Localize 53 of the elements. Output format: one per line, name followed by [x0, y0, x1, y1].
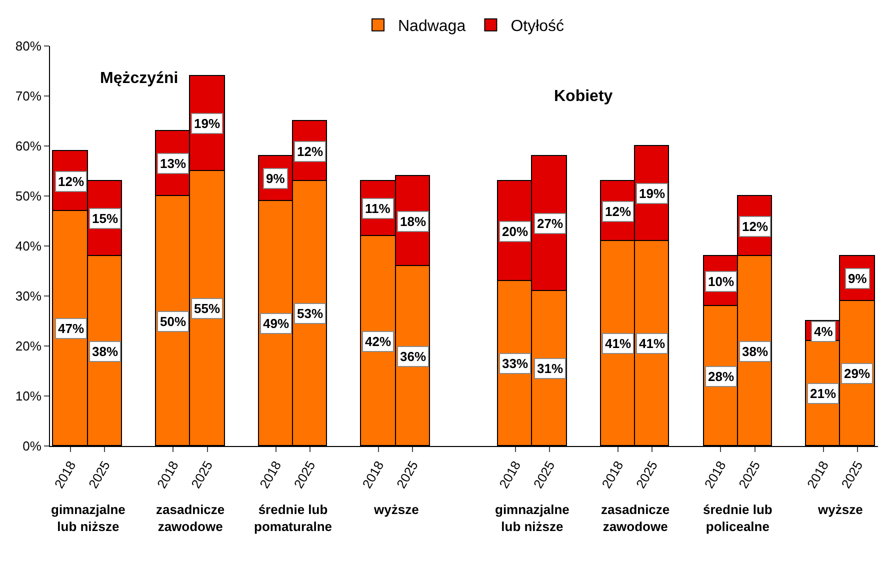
- data-label: 42%: [365, 334, 392, 349]
- y-tick-label: 80%: [15, 38, 42, 54]
- data-label: 11%: [365, 201, 391, 216]
- data-label: 41%: [605, 336, 632, 351]
- legend-label: Otyłość: [510, 18, 564, 36]
- y-tick-label: 20%: [15, 338, 42, 354]
- y-tick-label: 60%: [15, 138, 42, 154]
- data-label: 27%: [537, 216, 564, 231]
- data-label: 47%: [58, 321, 84, 336]
- data-label: 18%: [400, 214, 426, 229]
- text: średnie lub pomaturalne: [254, 502, 332, 534]
- data-label: 12%: [742, 219, 768, 234]
- text: zasadnicze zawodowe: [601, 502, 670, 534]
- y-tick-label: 0%: [22, 438, 42, 454]
- data-label: 50%: [160, 314, 186, 329]
- annotation: Kobiety: [554, 88, 613, 105]
- y-tick-label: 70%: [15, 88, 42, 104]
- text: gimnazjalne lub niższe: [51, 502, 126, 534]
- data-label: 12%: [58, 174, 84, 189]
- data-label: 53%: [297, 306, 324, 321]
- text: wyższe: [373, 502, 419, 517]
- data-label: 38%: [742, 344, 768, 359]
- data-label: 33%: [502, 356, 528, 371]
- data-label: 12%: [297, 144, 324, 159]
- data-label: 15%: [92, 211, 118, 226]
- text: zasadnicze zawodowe: [156, 502, 225, 534]
- data-label: 19%: [194, 116, 220, 131]
- data-label: 12%: [605, 204, 632, 219]
- data-label: 31%: [537, 361, 564, 376]
- data-label: 20%: [502, 224, 528, 239]
- data-label: 41%: [639, 336, 666, 351]
- data-label: 21%: [810, 386, 836, 401]
- y-tick-label: 50%: [15, 188, 42, 204]
- data-label: 28%: [708, 369, 734, 384]
- annotation: Mężczyźni: [100, 70, 178, 87]
- text: gimnazjalne lub niższe: [495, 502, 570, 534]
- data-label: 36%: [400, 349, 426, 364]
- text: wyższe: [817, 502, 863, 517]
- legend-label: Nadwaga: [398, 18, 466, 36]
- y-tick-label: 40%: [15, 238, 42, 254]
- y-tick-label: 30%: [15, 288, 42, 304]
- data-label: 10%: [708, 274, 734, 289]
- data-label: 19%: [639, 186, 666, 201]
- y-tick-label: 10%: [15, 388, 42, 404]
- data-label: 13%: [160, 156, 186, 171]
- data-label: 55%: [194, 301, 220, 316]
- data-label: 29%: [844, 366, 870, 381]
- data-label: 4%: [814, 324, 834, 339]
- data-label: 38%: [92, 344, 118, 359]
- text: średnie lub policealne: [703, 502, 772, 534]
- data-label: 9%: [848, 271, 868, 286]
- data-label: 9%: [266, 171, 286, 186]
- data-label: 49%: [263, 316, 290, 331]
